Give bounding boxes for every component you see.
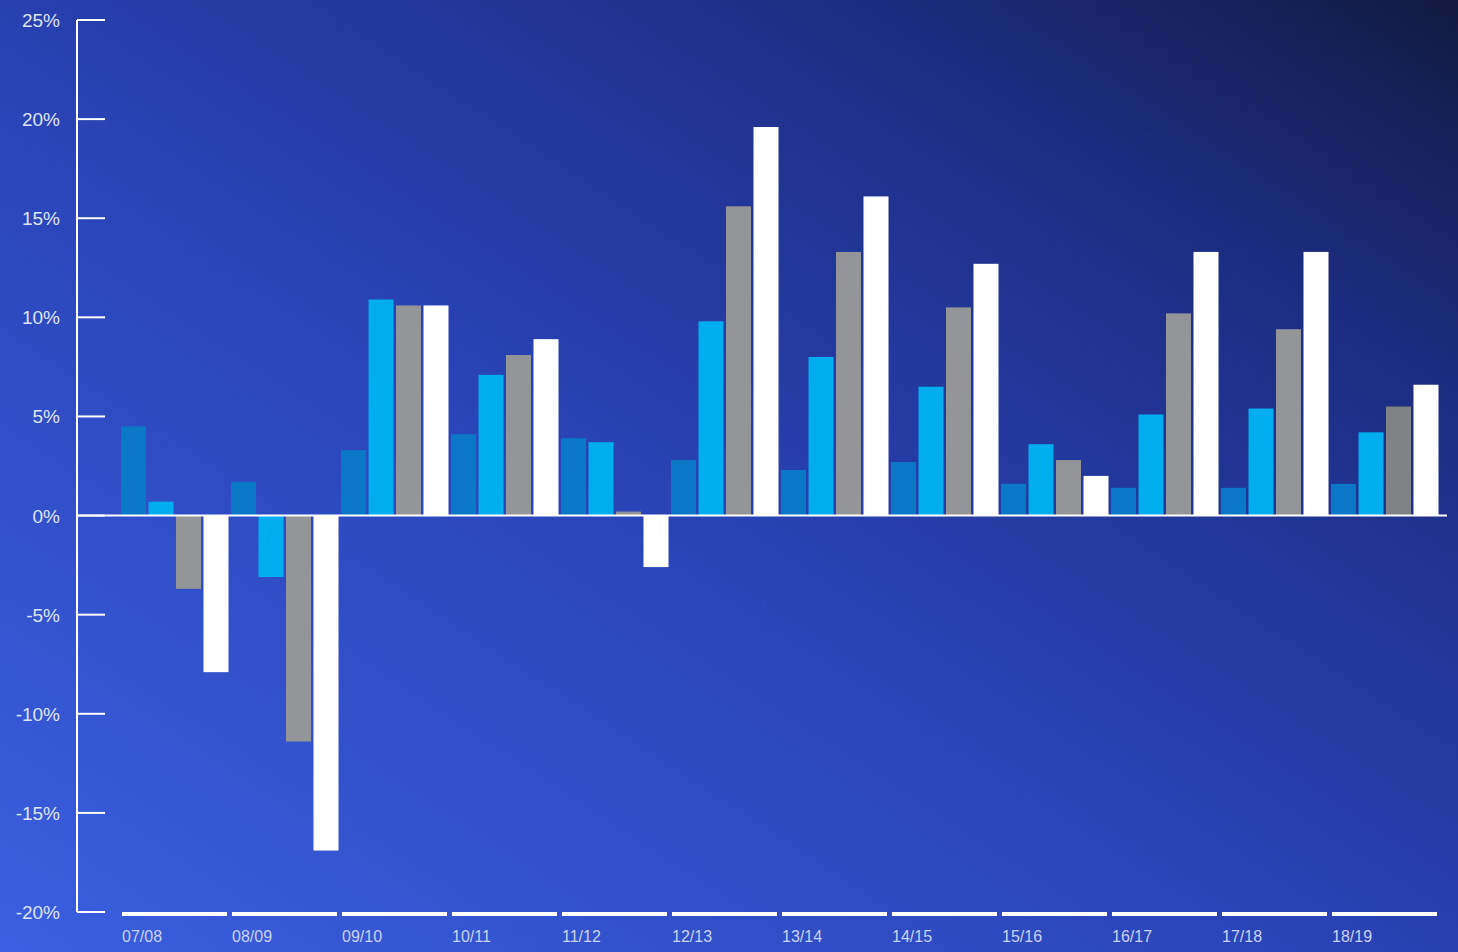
y-tick-label: 5% [33,406,61,427]
x-tick-label: 11/12 [562,928,601,945]
bar [781,470,806,516]
category-bar [1112,912,1217,916]
y-tick [77,713,105,715]
x-tick-label: 18/19 [1332,928,1372,945]
bar [589,442,614,515]
x-tick-label: 17/18 [1222,928,1262,945]
y-tick [77,118,105,120]
bar [726,206,751,515]
category-bar [342,912,447,916]
bar [1194,252,1219,516]
category-bar [782,912,887,916]
y-tick [77,415,105,417]
bar [341,450,366,515]
bar [369,299,394,515]
bar [1084,476,1109,516]
y-tick [77,614,105,616]
x-tick-label: 12/13 [672,928,712,945]
x-tick-label: 15/16 [1002,928,1042,945]
y-tick [77,911,105,913]
bar [754,127,779,516]
y-tick-label: -10% [16,704,60,725]
y-tick [77,19,105,21]
y-tick [77,217,105,219]
bar [1331,484,1356,516]
y-tick-label: 15% [22,208,60,229]
category-bar [232,912,337,916]
bar [1029,444,1054,515]
category-bar [1002,912,1107,916]
y-tick-label: -15% [16,803,60,824]
category-bar [1332,912,1437,916]
bar [809,357,834,516]
x-tick-label: 10/11 [452,928,491,945]
category-bar [452,912,557,916]
bar [204,516,229,673]
bar [1386,407,1411,516]
zero-line [77,515,1447,517]
x-tick-label: 09/10 [342,928,382,945]
bar [699,321,724,515]
y-tick [77,812,105,814]
x-tick-label: 07/08 [122,928,162,945]
bar [479,375,504,516]
x-tick-label: 16/17 [1112,928,1152,945]
category-bar [562,912,667,916]
y-tick [77,316,105,318]
category-bar [1222,912,1327,916]
bar [1304,252,1329,516]
y-tick-label: 10% [22,307,60,328]
bar [864,196,889,515]
bar [1359,432,1384,515]
background [0,0,1458,952]
bar [149,502,174,516]
x-tick-label: 14/15 [892,928,932,945]
bar [534,339,559,515]
bar [396,305,421,515]
bar [451,434,476,515]
bar [891,462,916,516]
bar [231,482,256,516]
bar [919,387,944,516]
bar [1139,414,1164,515]
x-tick-label: 13/14 [782,928,822,945]
category-bar [672,912,777,916]
bar [314,516,339,851]
bar [176,516,201,589]
bar [424,305,449,515]
bar [974,264,999,516]
bar [1001,484,1026,516]
bar [1221,488,1246,516]
y-axis [76,20,78,912]
y-tick-label: -20% [16,902,60,923]
bar [1249,409,1274,516]
bar [286,516,311,742]
bar [1056,460,1081,516]
bar [1111,488,1136,516]
y-tick-label: 25% [22,10,60,31]
bar [121,426,146,515]
chart: -20% -15% -10% -5% 0% 5% 10% 15% 20% 25% 07/08 08/0… [0,0,1458,952]
bar [836,252,861,516]
bar [561,438,586,515]
bars [121,127,1439,851]
bar [506,355,531,516]
bar [644,516,669,568]
category-bar [122,912,227,916]
bar [259,516,284,577]
bar [1166,313,1191,515]
category-bar [892,912,997,916]
bar [1414,385,1439,516]
bar [946,307,971,515]
y-tick-label: -5% [26,605,60,626]
x-tick-label: 08/09 [232,928,272,945]
bar [671,460,696,516]
bar [1276,329,1301,515]
y-tick-label: 20% [22,109,60,130]
y-tick-label: 0% [33,506,61,527]
